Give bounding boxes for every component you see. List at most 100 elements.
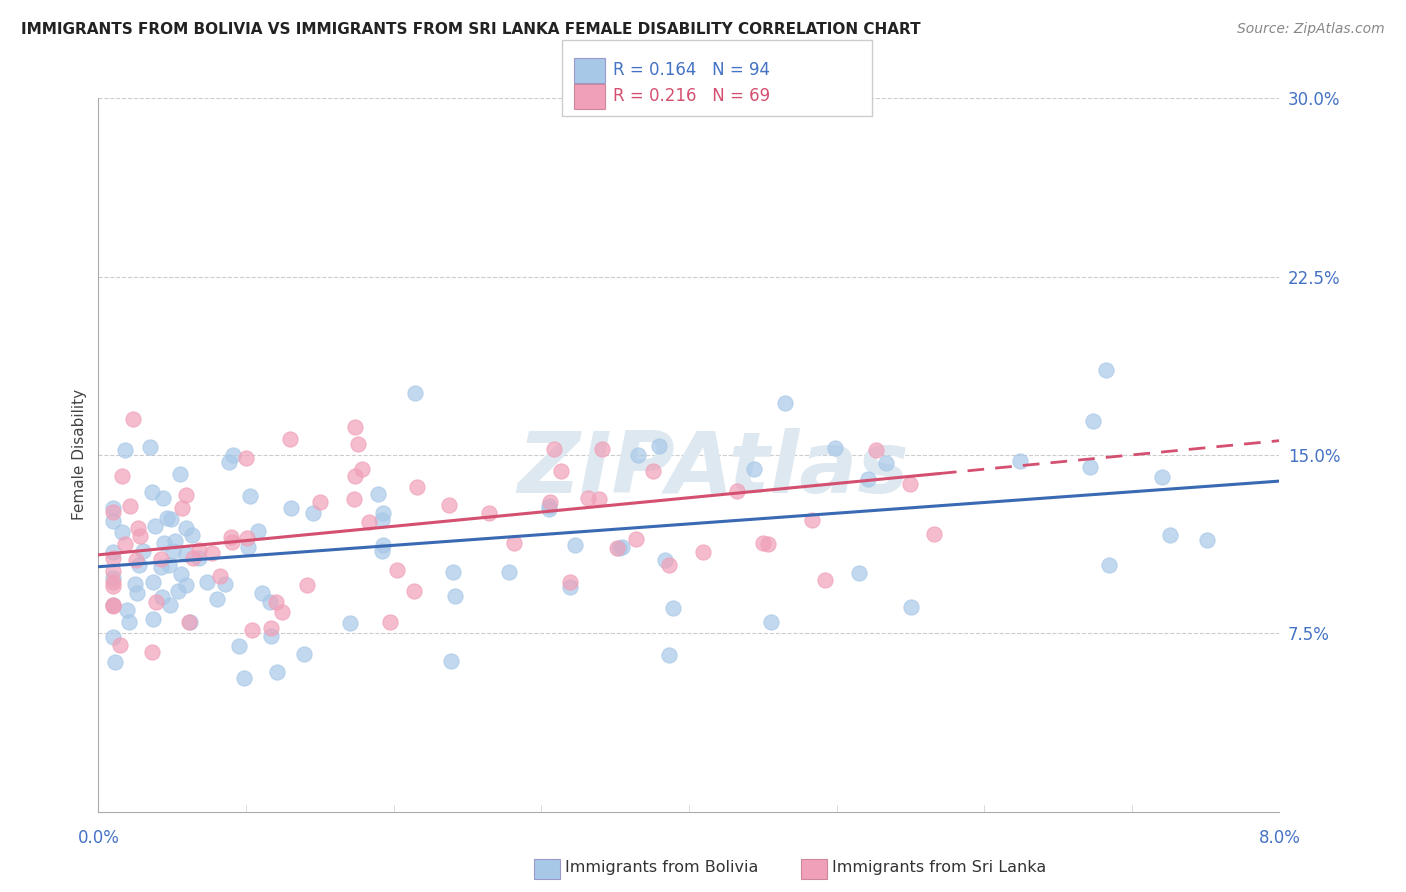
Point bbox=[610, 540, 633, 554]
Point bbox=[900, 600, 922, 615]
Point bbox=[170, 500, 193, 515]
Point bbox=[658, 558, 681, 573]
Point bbox=[371, 538, 394, 552]
Point bbox=[143, 519, 166, 533]
Point bbox=[247, 524, 270, 538]
Point bbox=[558, 580, 581, 594]
Point bbox=[280, 501, 302, 516]
Point bbox=[260, 621, 283, 635]
Point bbox=[437, 498, 460, 512]
Point bbox=[103, 599, 125, 613]
Point bbox=[187, 551, 209, 566]
Point bbox=[773, 396, 796, 410]
Text: R = 0.216   N = 69: R = 0.216 N = 69 bbox=[613, 87, 770, 105]
Point bbox=[260, 629, 283, 643]
Point bbox=[142, 574, 165, 589]
Point bbox=[103, 544, 125, 558]
Point bbox=[141, 485, 163, 500]
Point bbox=[591, 442, 613, 456]
Point bbox=[692, 544, 714, 558]
Point bbox=[162, 544, 184, 558]
Point bbox=[848, 566, 870, 581]
Point bbox=[357, 516, 380, 530]
Point bbox=[152, 491, 174, 505]
Point bbox=[141, 645, 163, 659]
Point bbox=[179, 615, 201, 630]
Point bbox=[444, 589, 467, 603]
Point bbox=[160, 512, 183, 526]
Point bbox=[406, 480, 429, 494]
Point bbox=[111, 468, 134, 483]
Point bbox=[233, 671, 256, 685]
Point bbox=[181, 551, 204, 566]
Point bbox=[761, 615, 783, 629]
Point bbox=[543, 442, 565, 457]
Text: 8.0%: 8.0% bbox=[1258, 829, 1301, 847]
Point bbox=[1195, 533, 1218, 548]
Point bbox=[302, 507, 325, 521]
Point bbox=[159, 558, 181, 573]
Point bbox=[865, 443, 887, 458]
Point bbox=[801, 513, 824, 527]
Point bbox=[478, 506, 501, 520]
Point bbox=[174, 521, 197, 535]
Point bbox=[103, 514, 125, 528]
Text: IMMIGRANTS FROM BOLIVIA VS IMMIGRANTS FROM SRI LANKA FEMALE DISABILITY CORRELATI: IMMIGRANTS FROM BOLIVIA VS IMMIGRANTS FR… bbox=[21, 22, 921, 37]
Point bbox=[188, 543, 211, 558]
Point bbox=[537, 502, 560, 516]
Point bbox=[201, 546, 224, 560]
Point bbox=[103, 572, 125, 586]
Point bbox=[538, 500, 561, 514]
Y-axis label: Female Disability: Female Disability bbox=[72, 389, 87, 521]
Point bbox=[165, 534, 187, 549]
Point bbox=[169, 467, 191, 482]
Point bbox=[103, 564, 125, 578]
Point bbox=[295, 577, 318, 591]
Point bbox=[607, 541, 630, 555]
Point bbox=[111, 525, 134, 540]
Point bbox=[347, 437, 370, 451]
Text: Immigrants from Sri Lanka: Immigrants from Sri Lanka bbox=[832, 860, 1046, 874]
Point bbox=[624, 532, 647, 546]
Point bbox=[606, 541, 628, 555]
Point bbox=[1081, 413, 1104, 427]
Point bbox=[174, 548, 197, 562]
Point bbox=[402, 584, 425, 599]
Point bbox=[103, 578, 125, 592]
Text: Immigrants from Bolivia: Immigrants from Bolivia bbox=[565, 860, 759, 874]
Point bbox=[174, 577, 197, 591]
Point bbox=[121, 412, 143, 426]
Point bbox=[124, 577, 146, 591]
Point bbox=[128, 558, 150, 572]
Point bbox=[378, 615, 401, 630]
Point bbox=[564, 538, 586, 552]
Point bbox=[641, 465, 664, 479]
Point bbox=[118, 615, 141, 629]
Point bbox=[115, 602, 138, 616]
Point bbox=[103, 574, 125, 589]
Point bbox=[742, 461, 765, 475]
Point bbox=[167, 584, 190, 599]
Point bbox=[176, 488, 198, 502]
Point bbox=[343, 492, 366, 507]
Point bbox=[654, 553, 676, 567]
Point bbox=[221, 535, 243, 549]
Point bbox=[1094, 363, 1116, 377]
Point bbox=[103, 500, 125, 515]
Point bbox=[441, 566, 464, 580]
Point bbox=[498, 566, 520, 580]
Text: Source: ZipAtlas.com: Source: ZipAtlas.com bbox=[1237, 22, 1385, 37]
Point bbox=[1150, 470, 1173, 484]
Point bbox=[252, 586, 274, 600]
Point bbox=[207, 592, 229, 607]
Point bbox=[169, 566, 191, 581]
Point bbox=[139, 440, 162, 454]
Point bbox=[195, 574, 218, 589]
Point bbox=[900, 477, 922, 491]
Point bbox=[814, 573, 837, 587]
Point bbox=[922, 527, 945, 541]
Point bbox=[132, 544, 155, 558]
Point bbox=[576, 491, 599, 505]
Point bbox=[270, 605, 292, 619]
Point bbox=[550, 464, 572, 478]
